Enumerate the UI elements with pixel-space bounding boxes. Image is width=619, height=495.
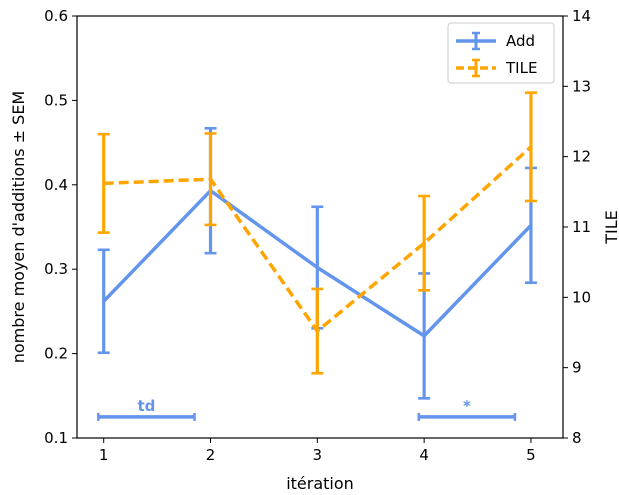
add-series-line [102,188,533,338]
significance-annotations: td * [97,397,517,421]
x-tick-label: 3 [313,446,323,464]
right-y-tick-label: 11 [572,218,591,236]
right-y-tick-label: 14 [572,7,591,25]
x-tick-label: 2 [206,446,216,464]
x-tick-label: 1 [99,446,109,464]
series-tile [97,91,537,375]
x-axis-label: itération [286,474,354,493]
right-y-tick-label: 9 [572,359,582,377]
plot-area [76,15,564,439]
x-tick-label: 4 [419,446,429,464]
right-y-tick-label: 8 [572,429,582,447]
right-y-tick-label: 13 [572,77,591,95]
legend: Add TILE [447,22,555,84]
legend-box [447,22,555,84]
right-axis-ticks: 8 9 10 11 12 13 14 [563,7,591,447]
right-y-tick-label: 10 [572,288,591,306]
x-axis-ticks: 1 2 3 4 5 [99,438,536,464]
chart-marks: td * [97,91,537,421]
left-y-tick-label: 0.6 [44,7,68,25]
left-y-tick-label: 0.3 [44,260,68,278]
legend-items: Add TILE [456,31,537,78]
legend-label-add: Add [506,32,535,50]
right-y-tick-label: 12 [572,148,591,166]
left-y-tick-label: 0.4 [44,176,68,194]
x-tick-label: 5 [526,446,536,464]
tile-series-line [103,145,533,333]
left-axis-ticks: 0.1 0.2 0.3 0.4 0.5 0.6 [44,7,77,447]
right-axis-label: TILE [602,210,619,245]
left-axis-label: nombre moyen d'additions ± SEM [9,91,28,364]
left-y-tick-label: 0.5 [44,91,68,109]
legend-label-tile: TILE [505,59,537,77]
left-y-tick-label: 0.2 [44,345,68,363]
annotation-label: * [463,397,471,415]
left-y-tick-label: 0.1 [44,429,68,447]
annotation-label: td [137,397,155,415]
